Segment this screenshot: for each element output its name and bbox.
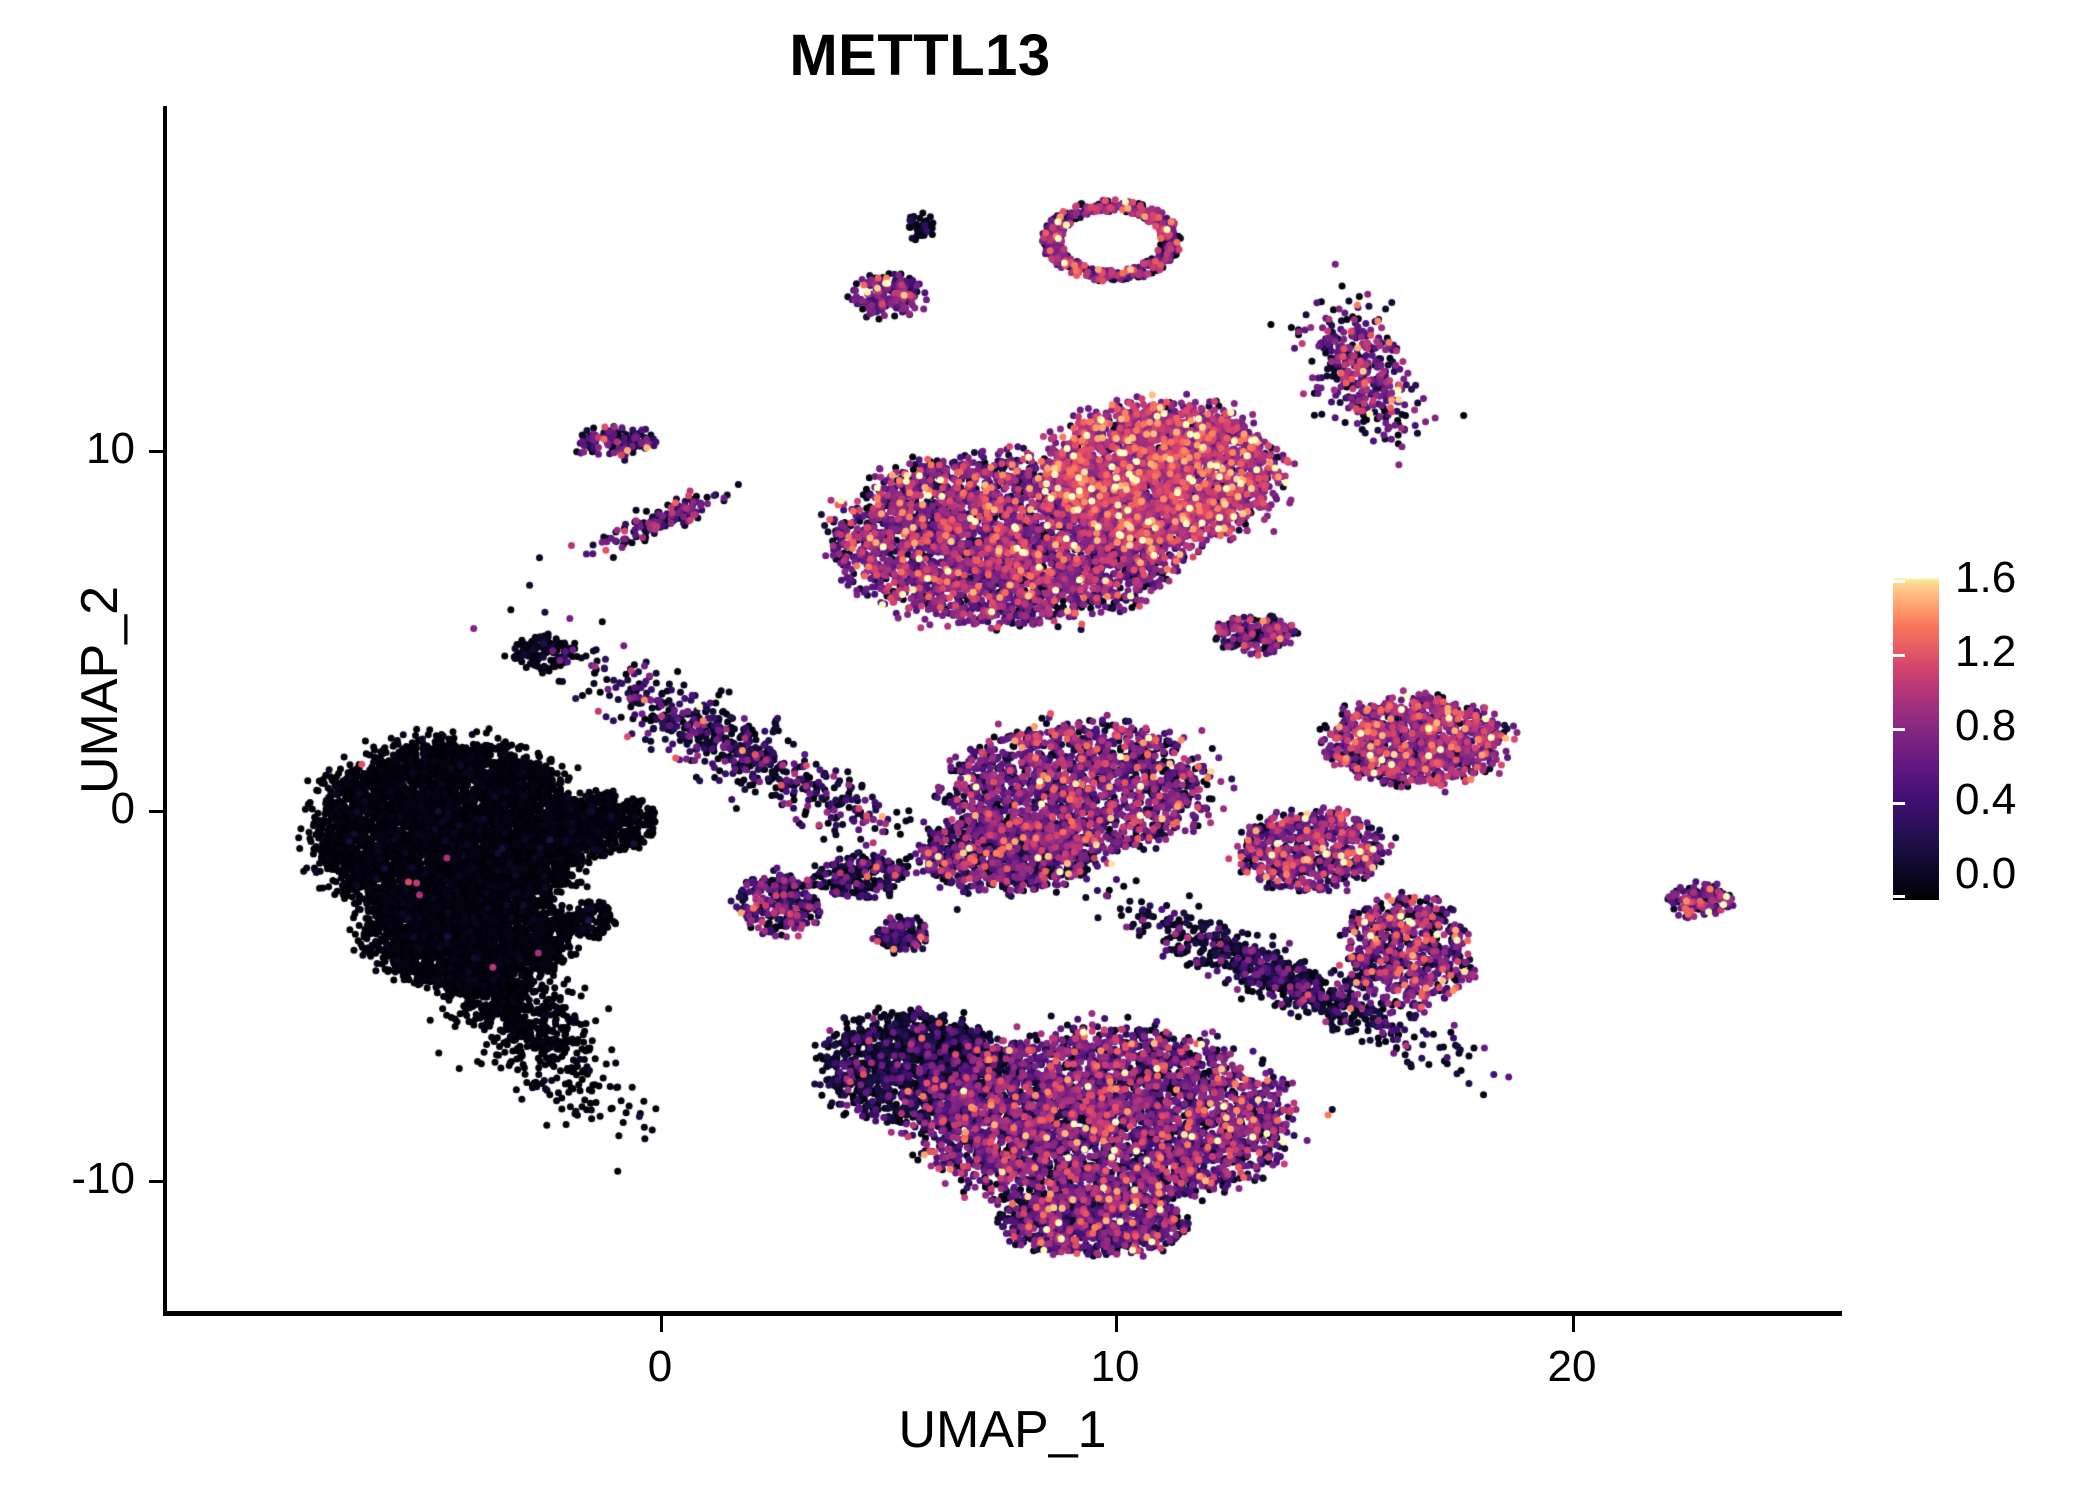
- y-tick-mark-10: [149, 450, 163, 453]
- y-tick-label--10: -10: [71, 1154, 135, 1203]
- x-axis-line: [163, 1311, 1842, 1316]
- colorbar-tick-0.4-right: [2061, 802, 2073, 805]
- colorbar-tick-0.0-right: [2061, 895, 2073, 898]
- x-axis-title: UMAP_1: [898, 1401, 1107, 1459]
- colorbar-tick-1.2-left: [1893, 654, 1905, 657]
- y-tick-label-10: 10: [86, 424, 135, 473]
- x-tick-mark-20: [1572, 1316, 1575, 1332]
- colorbar-tick-1.6-right: [2061, 580, 2073, 583]
- colorbar-tick-0.8-left: [1893, 728, 1905, 731]
- colorbar-label-0.0: 0.0: [1955, 849, 2017, 898]
- x-tick-label-0: 0: [647, 1342, 673, 1391]
- colorbar-label-0.4: 0.4: [1955, 775, 2017, 824]
- scatter-plot-canvas: [165, 108, 1840, 1313]
- colorbar-label-1.2: 1.2: [1955, 627, 2017, 676]
- colorbar-tick-0.8-right: [2061, 728, 2073, 731]
- page-title: METTL13: [789, 23, 1051, 88]
- y-tick-mark--10: [149, 1180, 163, 1183]
- x-tick-mark-0: [660, 1316, 663, 1332]
- y-tick-mark-0: [149, 810, 163, 813]
- colorbar-tick-0.4-left: [1893, 802, 1905, 805]
- colorbar-gradient: [1893, 578, 1939, 900]
- plot-panel: [165, 108, 1840, 1313]
- y-axis-title: UMAP_2: [71, 585, 129, 795]
- colorbar-label-1.6: 1.6: [1955, 553, 2017, 602]
- colorbar-label-0.8: 0.8: [1955, 701, 2017, 750]
- x-tick-label-10: 10: [1090, 1342, 1140, 1391]
- y-axis-line: [163, 106, 167, 1315]
- colorbar-legend: 1.6 1.2 0.8 0.4 0.0: [1893, 553, 2073, 900]
- colorbar-tick-1.6-left: [1893, 580, 1905, 583]
- y-tick-label-0: 0: [110, 784, 135, 833]
- colorbar-tick-1.2-right: [2061, 654, 2073, 657]
- colorbar-tick-0.0-left: [1893, 895, 1905, 898]
- x-tick-mark-10: [1115, 1316, 1118, 1332]
- x-tick-label-20: 20: [1547, 1342, 1597, 1391]
